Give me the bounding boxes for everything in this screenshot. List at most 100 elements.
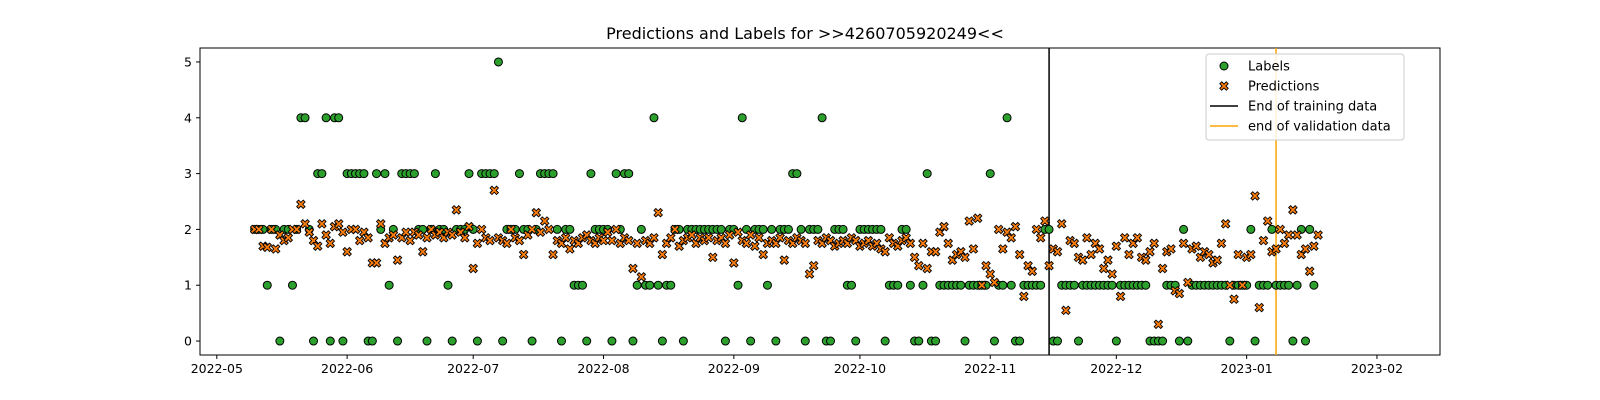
prediction-point — [1014, 249, 1025, 260]
label-point — [956, 280, 966, 290]
prediction-point — [1304, 266, 1315, 277]
label-point — [464, 169, 474, 179]
label-point — [334, 113, 344, 123]
prediction-point — [750, 241, 760, 251]
prediction-point — [1237, 280, 1248, 291]
prediction-point — [808, 260, 819, 271]
prediction-point — [998, 244, 1008, 254]
y-tick-label: 1 — [184, 278, 192, 293]
x-tick-label: 2022-11 — [964, 361, 1016, 376]
label-point — [1052, 336, 1062, 346]
prediction-point — [1082, 232, 1092, 243]
prediction-point — [976, 280, 987, 291]
prediction-point — [1132, 232, 1143, 243]
prediction-point — [283, 232, 294, 243]
prediction-point — [1124, 249, 1134, 260]
prediction-point — [1031, 224, 1042, 235]
prediction-point — [1157, 263, 1168, 274]
label-point — [372, 169, 382, 179]
label-point — [1044, 224, 1054, 234]
label-point — [746, 336, 756, 346]
prediction-point — [985, 269, 996, 279]
label-point — [1246, 224, 1256, 234]
prediction-point — [602, 227, 613, 238]
prediction-point — [1182, 277, 1193, 288]
prediction-point — [296, 199, 306, 210]
prediction-point — [1288, 205, 1298, 215]
y-tick-label: 2 — [184, 222, 192, 237]
label-point — [430, 169, 440, 179]
label-point — [367, 336, 377, 346]
prediction-point — [531, 207, 542, 218]
prediction-point — [464, 221, 474, 232]
label-point — [1006, 280, 1016, 290]
label-point — [1074, 336, 1084, 346]
prediction-point — [1279, 238, 1290, 249]
x-tick-label: 2022-07 — [447, 361, 499, 376]
prediction-point — [1166, 244, 1176, 254]
prediction-point — [1094, 244, 1105, 254]
label-point — [800, 336, 810, 346]
label-point — [876, 224, 886, 234]
x-tick-label: 2022-10 — [834, 361, 886, 376]
prediction-point — [653, 207, 664, 218]
prediction-point — [468, 263, 479, 274]
label-point — [548, 169, 558, 179]
label-point — [552, 224, 562, 234]
legend-label: Labels — [1248, 60, 1290, 75]
prediction-point — [1098, 263, 1109, 274]
label-point — [1174, 336, 1184, 346]
label-point — [989, 336, 999, 346]
label-point — [628, 336, 638, 346]
prediction-point — [728, 258, 739, 268]
prediction-point — [1040, 216, 1050, 226]
prediction-point — [657, 249, 668, 260]
prediction-point — [535, 227, 546, 238]
prediction-point — [518, 249, 529, 260]
prediction-point — [913, 260, 924, 271]
prediction-point — [1250, 191, 1260, 201]
label-point — [578, 280, 588, 290]
label-point — [1292, 280, 1302, 290]
prediction-point — [254, 224, 264, 235]
label-point — [918, 280, 928, 290]
label-point — [914, 336, 924, 346]
label-point — [287, 280, 297, 290]
prediction-point — [720, 238, 731, 249]
label-point — [1267, 224, 1277, 234]
prediction-point — [745, 230, 756, 240]
legend-marker-labels — [1219, 61, 1229, 71]
prediction-point — [1292, 230, 1302, 240]
label-point — [1183, 336, 1193, 346]
label-point — [960, 336, 970, 346]
label-point — [796, 224, 806, 234]
prediction-point — [1246, 249, 1256, 260]
prediction-point — [960, 252, 970, 263]
label-point — [384, 280, 394, 290]
label-point — [678, 336, 688, 346]
prediction-point — [472, 238, 483, 249]
label-point — [1141, 280, 1151, 290]
label-point — [826, 336, 836, 346]
prediction-point — [350, 224, 361, 235]
prediction-point — [1271, 244, 1281, 254]
legend-marker-predictions — [1219, 81, 1229, 91]
prediction-point — [338, 227, 348, 238]
prediction-point — [1027, 266, 1038, 277]
legend-label: End of training data — [1248, 100, 1377, 115]
prediction-point — [972, 213, 983, 224]
prediction-point — [354, 235, 365, 246]
prediction-point — [317, 218, 327, 229]
label-point — [582, 336, 592, 346]
label-point — [737, 113, 747, 123]
label-point — [880, 336, 890, 346]
prediction-point — [333, 218, 344, 229]
prediction-point — [1212, 255, 1223, 265]
label-point — [1015, 336, 1025, 346]
label-point — [716, 224, 726, 234]
prediction-point — [1069, 238, 1080, 249]
prediction-point — [527, 224, 537, 235]
prediction-point — [506, 224, 516, 235]
prediction-point — [451, 205, 462, 215]
prediction-point — [1077, 255, 1088, 265]
